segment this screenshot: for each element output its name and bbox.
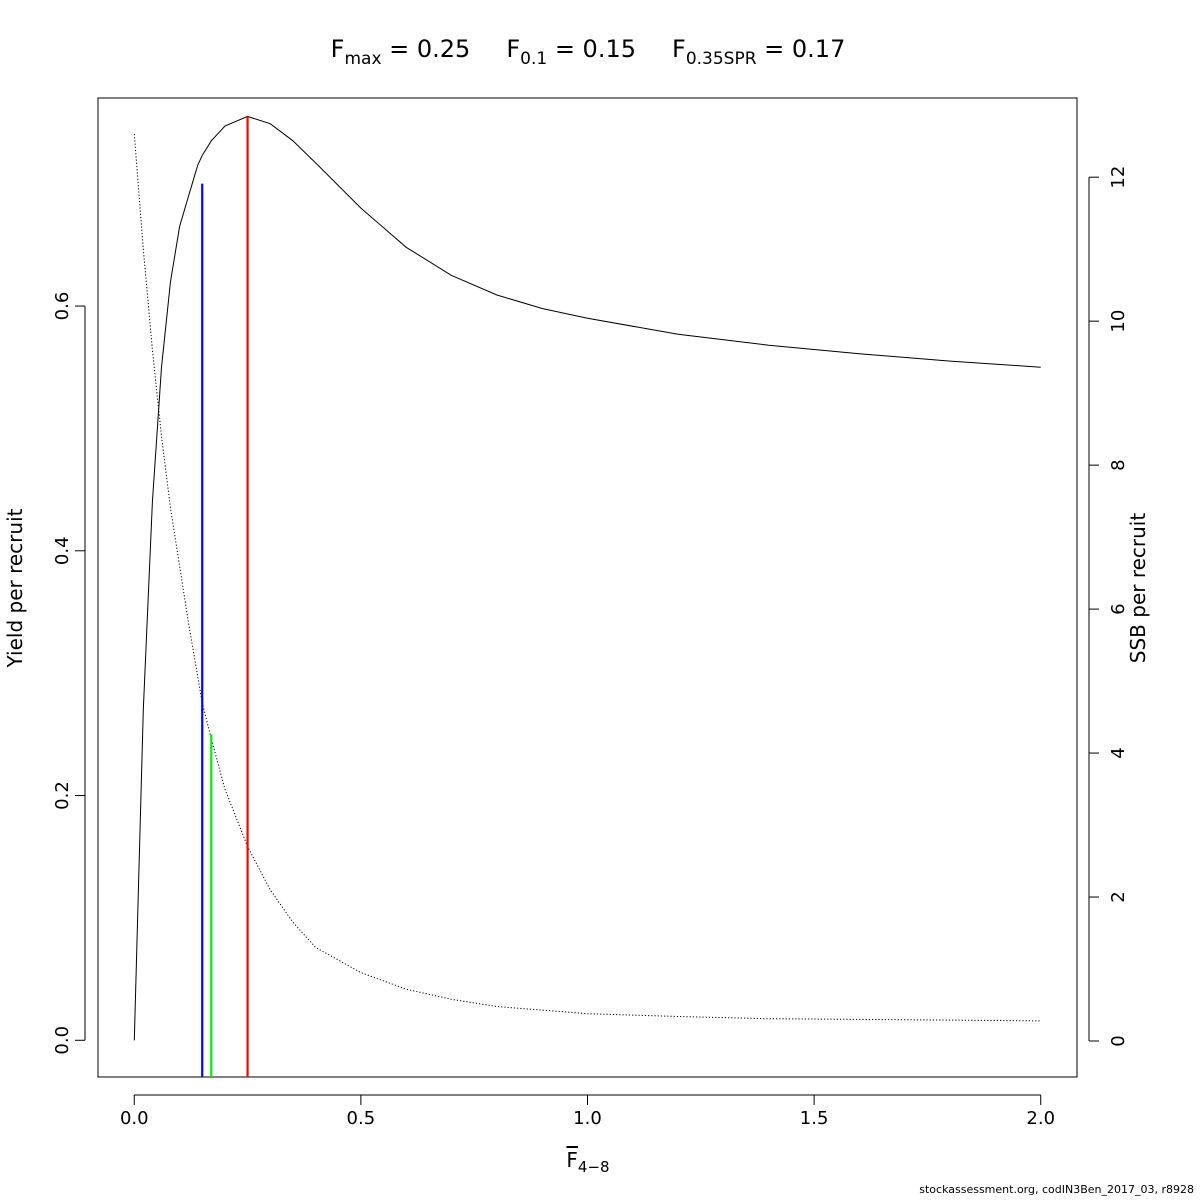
series-layer: [133, 115, 1041, 1041]
y-left-tick-label: 0.2: [52, 781, 73, 810]
y-right-tick-label: 2: [1108, 891, 1129, 902]
x-tick-label: 2.0: [1026, 1108, 1055, 1129]
plot-frame: [97, 97, 1078, 1078]
title-text: Fmax = 0.25 F0.1 = 0.15 F0.35SPR = 0.17: [331, 35, 846, 69]
y-left-tick-label: 0.6: [52, 292, 73, 321]
y-right-tick-label: 4: [1108, 747, 1129, 758]
y-left-axis-label: Yield per recruit: [3, 508, 27, 668]
reference-lines: [201, 116, 249, 1077]
y-left-tick-label: 0.0: [52, 1026, 73, 1055]
footer-credit: stockassessment.org, codIN3Ben_2017_03, …: [919, 1183, 1194, 1196]
yield-per-recruit-line: [133, 115, 1041, 1041]
x-axis-label: F4−8: [566, 1148, 609, 1176]
x-tick-label: 1.5: [800, 1108, 829, 1129]
y-right-tick-label: 0: [1108, 1035, 1129, 1046]
x-tick-label: 0.5: [347, 1108, 376, 1129]
x-tick-label: 0.0: [120, 1108, 149, 1129]
y-axis-left: 0.0 0.2 0.4 0.6: [52, 292, 86, 1055]
y-right-axis-label: SSB per recruit: [1126, 513, 1150, 664]
axis-labels: F4−8 Yield per recruit SSB per recruit: [3, 508, 1150, 1176]
chart-title: Fmax = 0.25 F0.1 = 0.15 F0.35SPR = 0.17: [331, 35, 846, 69]
y-right-tick-label: 10: [1108, 310, 1129, 333]
y-left-tick-label: 0.4: [52, 536, 73, 565]
x-tick-label: 1.0: [573, 1108, 602, 1129]
y-right-tick-label: 8: [1108, 459, 1129, 470]
y-axis-right: 0 2 4 6 8 10 12: [1088, 166, 1129, 1047]
x-axis: 0.0 0.5 1.0 1.5 2.0: [120, 1094, 1055, 1129]
ssb-per-recruit-line: [133, 133, 1041, 1022]
y-right-tick-label: 6: [1108, 603, 1129, 614]
y-right-tick-label: 12: [1108, 166, 1129, 189]
